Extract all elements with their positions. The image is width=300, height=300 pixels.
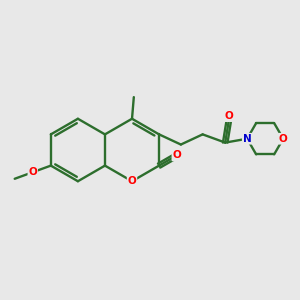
Text: N: N bbox=[243, 134, 251, 144]
Text: O: O bbox=[224, 111, 233, 121]
Text: O: O bbox=[172, 150, 181, 161]
Text: O: O bbox=[279, 134, 288, 144]
Text: O: O bbox=[128, 176, 136, 186]
Text: O: O bbox=[28, 167, 37, 177]
